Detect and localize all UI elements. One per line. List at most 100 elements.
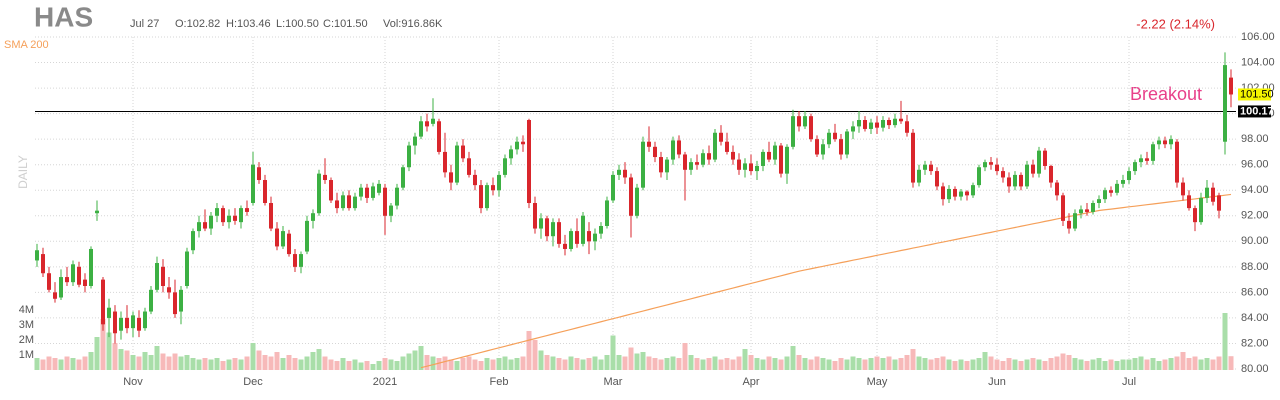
candle-body [71, 264, 75, 283]
volume-bar [430, 356, 436, 370]
candle-body [425, 121, 429, 127]
volume-bar [1096, 358, 1102, 370]
volume-bar [412, 350, 418, 370]
x-tick-label: Mar [604, 376, 623, 388]
candle-body [329, 180, 333, 201]
candle-body [1133, 162, 1137, 172]
volume-bar [376, 361, 382, 370]
volume-bar [364, 361, 370, 370]
volume-bar [1126, 359, 1132, 370]
candle-body [191, 231, 195, 251]
volume-bar [394, 361, 400, 370]
x-tick-label: Apr [742, 376, 759, 388]
change: -2.22 (2.14%) [1136, 16, 1215, 31]
candle-body [167, 287, 171, 293]
volume-bar [1150, 358, 1156, 370]
volume-bar [1120, 359, 1126, 370]
candle-body [1169, 139, 1173, 145]
candle-body [611, 174, 615, 201]
volume-bar [1228, 356, 1234, 370]
volume-bar [592, 356, 598, 370]
candle-body [875, 122, 879, 128]
candle-body [1139, 158, 1143, 163]
volume-bar [1144, 359, 1150, 370]
candle-body [713, 132, 717, 160]
volume-bar [550, 356, 556, 370]
volume-bar [838, 358, 844, 370]
volume-bar [718, 359, 724, 370]
volume-bar [1018, 361, 1024, 370]
candle-body [95, 210, 99, 214]
candle-body [485, 185, 489, 209]
y-tick-label: 96.00 [1241, 159, 1269, 171]
candle-body [599, 225, 603, 234]
volume-bar [304, 356, 310, 370]
volume-bar [670, 356, 676, 370]
volume-bar [82, 356, 88, 370]
candle-body [1067, 220, 1071, 229]
volume-bar [520, 356, 526, 370]
candle-body [1211, 187, 1215, 202]
x-tick-label: Jun [988, 376, 1006, 388]
candle-body [821, 144, 825, 155]
volume-tick-label: 2M [19, 334, 34, 346]
volume-bar [94, 337, 100, 370]
volume-bar [730, 359, 736, 370]
volume-bar [880, 358, 886, 370]
volume-bar [1114, 361, 1120, 370]
volume-bar [604, 355, 610, 370]
candle-body [779, 145, 783, 174]
volume-bar [676, 358, 682, 370]
volume-bar [904, 355, 910, 370]
candle-body [1049, 165, 1053, 183]
candle-body [587, 231, 591, 242]
candle-body [293, 254, 297, 267]
volume-bar [706, 358, 712, 370]
candle-body [983, 162, 987, 168]
volume-bar [178, 356, 184, 370]
volume-bar [88, 352, 94, 370]
volume-bar [922, 358, 928, 370]
candle-body [947, 188, 951, 200]
volume-bar [916, 356, 922, 370]
volume-bar [406, 353, 412, 370]
candle-body [209, 215, 213, 229]
candle-body [443, 151, 447, 173]
candle-body [263, 180, 267, 203]
candle-body [1181, 182, 1185, 196]
volume-bar [268, 356, 274, 370]
candle-body [1157, 140, 1161, 145]
volume-bar [574, 358, 580, 370]
candle-body [65, 277, 69, 283]
volume-bar [484, 358, 490, 370]
candle-body [1229, 77, 1233, 95]
volume-bar [532, 340, 538, 370]
volume-bar [586, 358, 592, 370]
volume-bar [454, 361, 460, 370]
volume-bar [286, 355, 292, 370]
volume-bar [736, 356, 742, 370]
candle-body [869, 122, 873, 129]
candle-body [887, 120, 891, 126]
volume-bar [646, 356, 652, 370]
candle-body [1109, 190, 1113, 193]
candle-body [629, 177, 633, 216]
volume-bar [100, 319, 106, 370]
candle-body [839, 139, 843, 155]
volume-bar [502, 356, 508, 370]
candle-body [1001, 171, 1005, 178]
volume-bar [256, 350, 262, 370]
volume-bar [208, 359, 214, 370]
candle-body [755, 165, 759, 172]
volume-bar [76, 359, 82, 370]
candle-body [515, 141, 519, 150]
candle-body [449, 172, 453, 183]
candle-body [833, 132, 837, 140]
y-tick-label: 104.00 [1241, 56, 1275, 68]
candle-body [413, 136, 417, 146]
candle-body [845, 131, 849, 155]
candle-body [53, 292, 57, 299]
candle-body [923, 164, 927, 170]
candle-body [893, 118, 897, 126]
y-tick-label: 106.00 [1241, 31, 1275, 43]
